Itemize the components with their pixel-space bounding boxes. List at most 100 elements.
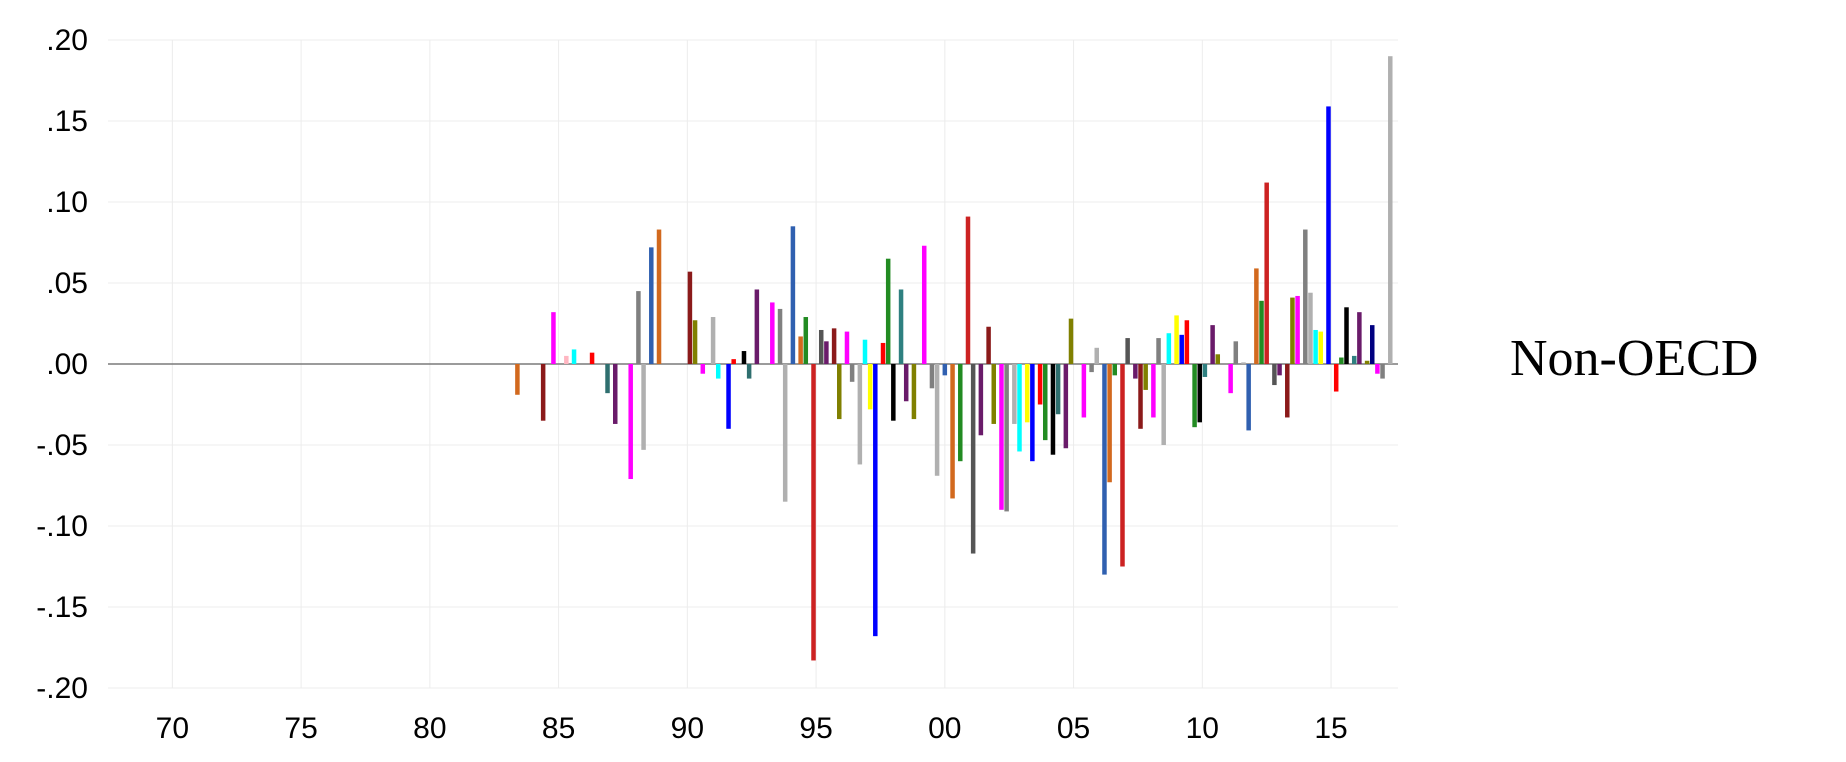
bar <box>942 364 948 376</box>
bar <box>958 364 963 462</box>
bar <box>731 359 736 364</box>
x-tick-label: 75 <box>284 712 317 745</box>
bar <box>798 336 803 364</box>
bar <box>636 291 641 364</box>
bar <box>1004 364 1009 512</box>
bar <box>1318 331 1324 364</box>
bar <box>687 271 693 364</box>
bar <box>1166 333 1172 364</box>
bar <box>741 351 747 364</box>
bar <box>1094 347 1099 364</box>
bar <box>978 364 984 436</box>
bar <box>692 320 698 364</box>
bar <box>803 317 809 364</box>
bar <box>986 326 991 364</box>
bar <box>867 364 873 410</box>
x-tick-label: 90 <box>671 712 704 745</box>
bar <box>1272 364 1277 386</box>
bar <box>1295 295 1300 364</box>
bar <box>1210 325 1215 364</box>
bar <box>1184 320 1190 364</box>
bar <box>628 364 633 480</box>
bar <box>831 328 837 364</box>
bar <box>1228 364 1233 394</box>
bar <box>1068 318 1074 364</box>
bar <box>1063 364 1069 449</box>
bar <box>1055 364 1061 415</box>
bar <box>1233 341 1239 364</box>
bar <box>1192 364 1197 428</box>
bar <box>1161 364 1166 445</box>
bar <box>862 339 868 364</box>
bar <box>1264 182 1269 364</box>
y-tick-label: .00 <box>46 348 88 381</box>
bar <box>1012 364 1017 424</box>
bar <box>934 364 940 476</box>
x-tick-label: 10 <box>1186 712 1219 745</box>
bar <box>605 364 610 394</box>
bar <box>700 364 706 374</box>
bar <box>777 308 783 364</box>
bar <box>1125 338 1130 364</box>
bar <box>710 317 716 364</box>
x-tick-label: 70 <box>156 712 189 745</box>
bar <box>540 364 546 421</box>
bar <box>1370 325 1375 364</box>
bar <box>903 364 909 402</box>
x-tick-label: 80 <box>413 712 446 745</box>
bar <box>1081 364 1087 418</box>
y-tick-label: .10 <box>46 186 88 219</box>
x-axis-ticks: 70 75 80 85 90 95 00 05 10 15 <box>156 712 1348 745</box>
y-tick-label: -.10 <box>36 510 88 543</box>
bar <box>857 364 863 465</box>
bar <box>1143 364 1148 390</box>
bar <box>1388 56 1393 364</box>
bar <box>1120 364 1125 567</box>
bar <box>1017 364 1022 452</box>
bar <box>837 364 842 420</box>
bar <box>929 364 935 389</box>
bar <box>1333 364 1339 392</box>
bar <box>1030 364 1035 462</box>
bar <box>754 289 760 364</box>
bar <box>824 341 829 364</box>
bar <box>970 364 976 554</box>
bar <box>782 364 788 502</box>
x-tick-label: 85 <box>542 712 575 745</box>
bar <box>1375 364 1380 374</box>
bar <box>1174 315 1179 364</box>
bar <box>551 312 556 364</box>
y-tick-label: -.20 <box>36 672 88 705</box>
bar <box>1197 364 1202 423</box>
bar <box>1357 312 1362 364</box>
bar <box>790 226 796 364</box>
bar <box>656 229 662 364</box>
bar <box>1202 364 1208 377</box>
bar <box>1151 364 1156 418</box>
x-tick-label: 00 <box>928 712 961 745</box>
bar <box>891 364 896 421</box>
bar <box>1308 292 1313 364</box>
bar <box>1112 364 1118 376</box>
bar <box>641 364 646 450</box>
bar <box>1102 364 1107 575</box>
y-tick-label: .20 <box>46 24 88 57</box>
y-tick-label: .05 <box>46 267 88 300</box>
bar <box>844 331 850 364</box>
bar <box>746 364 752 379</box>
y-tick-label: -.05 <box>36 429 88 462</box>
bar <box>1138 364 1143 429</box>
bar <box>885 258 891 364</box>
bar <box>649 247 654 364</box>
bars <box>515 56 1393 661</box>
bar <box>1326 106 1331 365</box>
panel-label: Non-OECD <box>1510 330 1758 387</box>
bar <box>571 349 577 364</box>
bar <box>589 352 595 364</box>
bar <box>818 329 824 364</box>
bar <box>1156 338 1161 364</box>
bar <box>1259 300 1264 364</box>
bar <box>880 342 886 364</box>
bar <box>873 364 878 637</box>
x-tick-label: 95 <box>799 712 832 745</box>
